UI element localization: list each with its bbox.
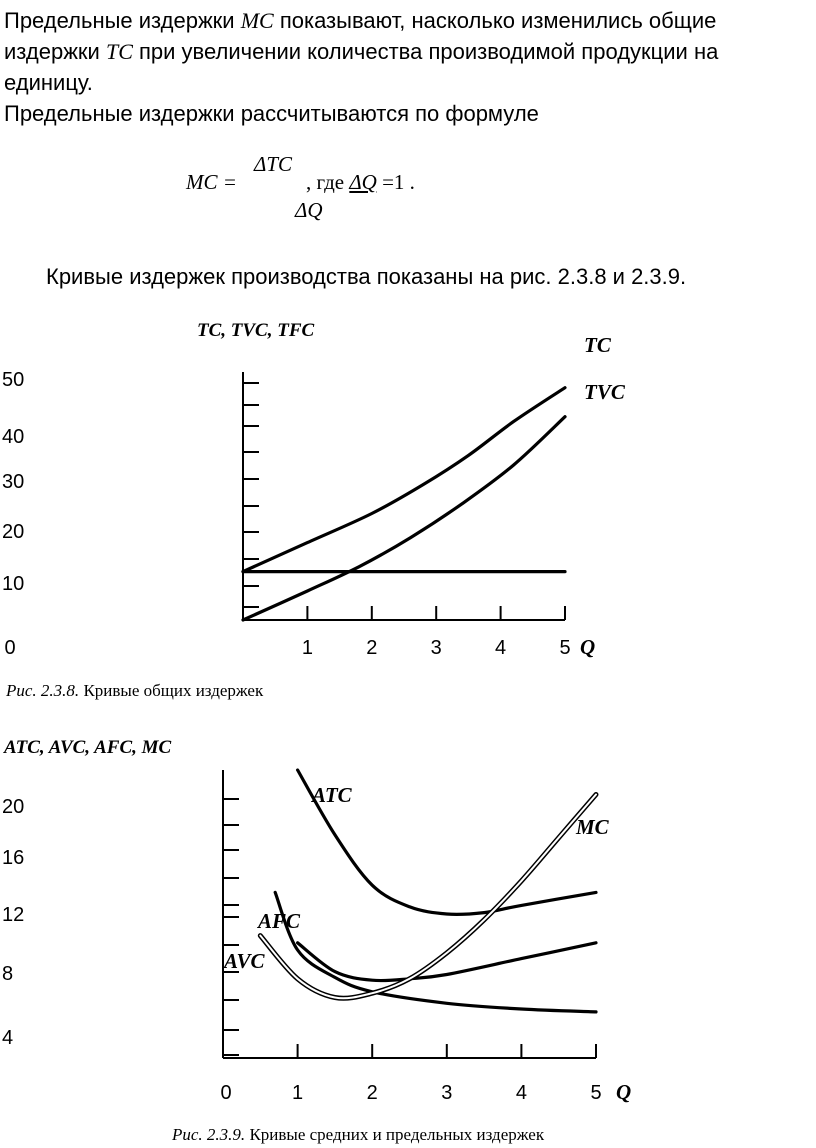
- series-label-afc: AFC: [256, 909, 301, 933]
- y-tick-label: 10: [2, 573, 24, 595]
- series-label-tc: TC: [584, 333, 612, 357]
- intro-text: издержки: [4, 39, 106, 64]
- intro-text: при увеличении количества производимой п…: [132, 39, 719, 64]
- intro-line-1: Предельные издержки MC показывают, наско…: [4, 6, 716, 36]
- intro-line-2: издержки TC при увеличении количества пр…: [4, 37, 718, 67]
- series-label-tvc: TVC: [584, 380, 626, 404]
- x-tick-label: 4: [516, 1082, 527, 1104]
- figure1-title: TC, TVC, TFC: [197, 320, 315, 341]
- figure1-caption-number: Рис. 2.3.8.: [6, 681, 80, 700]
- series-label-mc: MC: [575, 815, 610, 839]
- x-tick-label: 2: [367, 1082, 378, 1104]
- x-tick-label: 1: [302, 637, 313, 659]
- y-tick-label: 12: [2, 904, 24, 926]
- figure1-caption: Рис. 2.3.8. Кривые общих издержек: [6, 681, 263, 701]
- series-tvc: [241, 415, 567, 622]
- formula-numerator: ΔTC: [254, 152, 293, 176]
- formula-where: , где ΔQ =1 .: [306, 170, 415, 195]
- formula-where-prefix: , где: [306, 170, 350, 194]
- figure2-caption: Рис. 2.3.9. Кривые средних и предельных …: [172, 1125, 544, 1145]
- x-tick-label: 4: [495, 637, 506, 659]
- figure1-caption-text: Кривые общих издержек: [79, 681, 264, 700]
- intro-text: Предельные издержки: [4, 8, 241, 33]
- x-tick-label: 5: [559, 637, 570, 659]
- y-tick-label: 8: [2, 963, 13, 985]
- figure2-caption-number: Рис. 2.3.9.: [172, 1125, 246, 1144]
- tc-term: TC: [105, 39, 133, 64]
- intro-line-4: Предельные издержки рассчитываются по фо…: [4, 101, 539, 126]
- mc-term: MC: [240, 8, 274, 33]
- figure2-caption-text: Кривые средних и предельных издержек: [245, 1125, 545, 1144]
- curves-sentence: Кривые издержек производства показаны на…: [46, 264, 687, 289]
- series-atc: [296, 768, 598, 916]
- x-tick-label: 2: [366, 637, 377, 659]
- y-tick-label: 50: [2, 369, 24, 391]
- y-tick-label: 20: [2, 521, 24, 543]
- y-tick-label: 4: [2, 1027, 13, 1049]
- x-tick-label: 5: [590, 1082, 601, 1104]
- x-tick-label: 0: [4, 637, 15, 659]
- series-afc: [273, 890, 598, 1014]
- x-tick-label: 3: [431, 637, 442, 659]
- y-tick-label: 40: [2, 426, 24, 448]
- series-mc-inner: [259, 793, 597, 1000]
- y-tick-label: 16: [2, 847, 24, 869]
- series-label-avc: AVC: [222, 949, 265, 973]
- series-tc: [241, 386, 567, 574]
- figure1-plot: 0 1 2 3 4 5 Q 50 40 30 20 10 TC TVC: [2, 333, 626, 659]
- x-tick-label: 0: [220, 1082, 231, 1104]
- x-axis-label: Q: [616, 1080, 631, 1104]
- y-tick-label: 30: [2, 471, 24, 493]
- formula-lhs: MC =: [186, 170, 237, 194]
- y-tick-label: 20: [2, 796, 24, 818]
- series-avc: [296, 941, 598, 983]
- formula-where-var: ΔQ: [349, 170, 377, 194]
- series-label-atc: ATC: [310, 783, 353, 807]
- formula-where-suffix: =1 .: [376, 170, 415, 194]
- intro-line-3: единицу.: [4, 70, 93, 95]
- x-tick-label: 3: [441, 1082, 452, 1104]
- formula-denominator: ΔQ: [295, 198, 323, 222]
- series-mc: [257, 792, 599, 1001]
- x-tick-label: 1: [292, 1082, 303, 1104]
- intro-text: показывают, насколько изменились общие: [273, 8, 717, 33]
- figure2-title: ATC, AVC, AFC, MC: [4, 737, 172, 758]
- x-axis-label: Q: [580, 635, 595, 659]
